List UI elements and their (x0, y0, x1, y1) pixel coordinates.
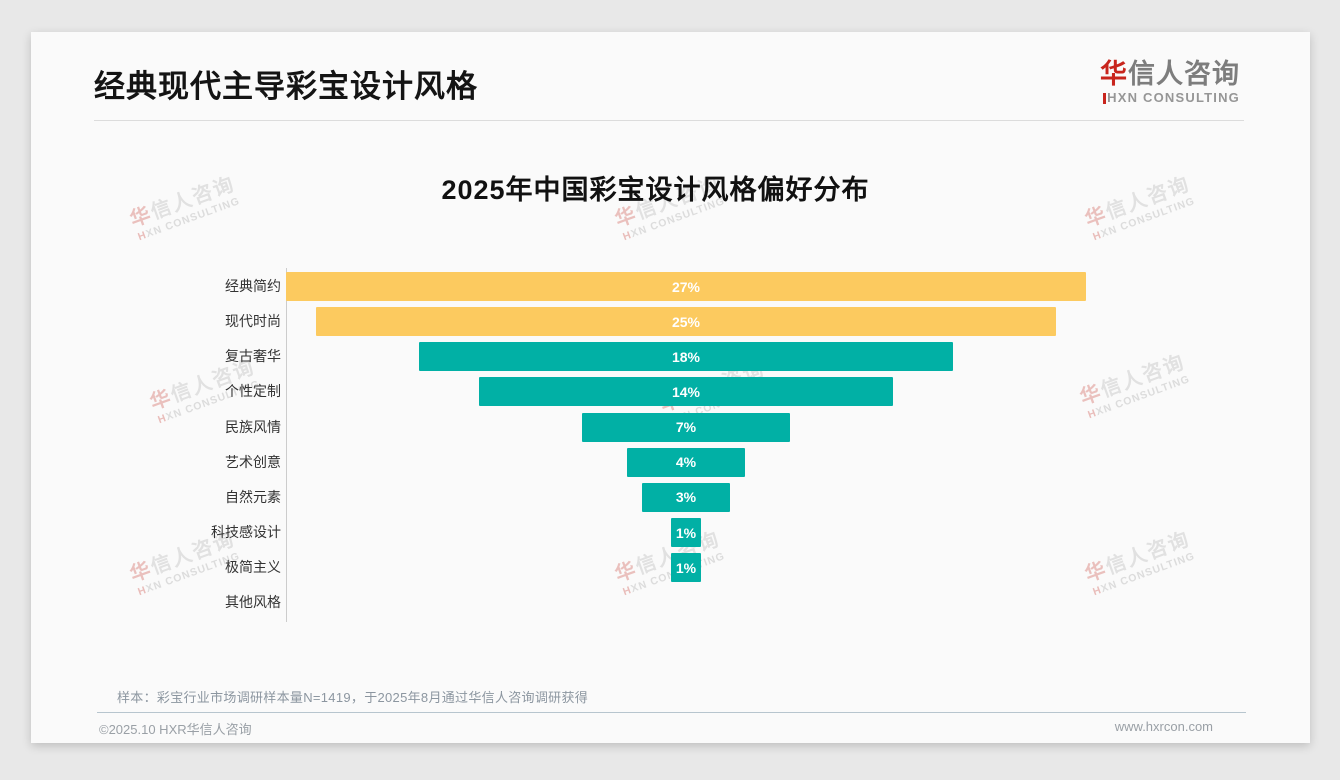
bar-value-label: 3% (675, 489, 697, 506)
chart-row: 极简主义 1% (76, 553, 1091, 583)
funnel-bar: 1% (671, 518, 701, 548)
funnel-chart: 经典简约 27% 现代时尚 25% 复古奢华 18% 个性定制 14% 民族风情 7% 艺术创意 4%… (76, 268, 1091, 628)
bar-value-label: 27% (671, 278, 701, 295)
watermark-en-text: HXN CONSULTING (1086, 373, 1192, 422)
company-logo: 华信人咨询 HXN CONSULTING (1100, 58, 1240, 106)
footer-divider (97, 712, 1246, 713)
category-label: 现代时尚 (225, 313, 281, 330)
bar-value-label: 18% (671, 348, 700, 365)
category-label: 个性定制 (225, 383, 281, 400)
category-label: 科技感设计 (211, 524, 281, 541)
category-label: 艺术创意 (225, 453, 281, 470)
funnel-bar: 3% (641, 482, 731, 512)
chart-row: 复古奢华 18% (76, 342, 1091, 372)
logo-cn-rest: 信人咨询 (1128, 59, 1240, 89)
logo-accent-char: 华 (1100, 59, 1128, 89)
page-title: 经典现代主导彩宝设计风格 (94, 69, 478, 104)
funnel-bar: 1% (671, 553, 701, 583)
funnel-bar: 14% (478, 377, 894, 407)
copyright-text: ©2025.10 HXR华信人咨询 (99, 722, 252, 737)
category-label: 极简主义 (225, 559, 281, 576)
chart-row: 现代时尚 25% (76, 307, 1091, 337)
funnel-bar: 25% (315, 307, 1057, 337)
chart-row: 经典简约 27% (76, 272, 1091, 301)
footer: ©2025.10 HXR华信人咨询 www.hxrcon.com (99, 719, 1213, 738)
category-label: 复古奢华 (225, 348, 281, 365)
watermark-cn-text: 华信人咨询 (1077, 351, 1189, 410)
bar-value-label: 1% (675, 559, 697, 576)
bar-value-label: 1% (675, 524, 697, 541)
logo-en-label: HXN CONSULTING (1107, 90, 1240, 105)
bar-value-label: 14% (671, 383, 700, 400)
chart-row: 科技感设计 1% (76, 518, 1091, 548)
logo-red-mark (1103, 92, 1107, 104)
category-label: 民族风情 (225, 418, 281, 435)
chart-row: 民族风情 7% (76, 412, 1091, 442)
chart-row: 个性定制 14% (76, 377, 1091, 407)
logo-cn-text: 华信人咨询 (1100, 58, 1240, 90)
chart-row: 艺术创意 4% (76, 447, 1091, 477)
category-label: 其他风格 (225, 594, 281, 611)
sample-note: 样本：彩宝行业市场调研样本量N=1419，于2025年8月通过华信人咨询调研获得 (117, 690, 589, 705)
funnel-bar: 4% (626, 447, 746, 477)
category-label: 自然元素 (225, 488, 281, 505)
watermark-cn-text: 华信人咨询 (1082, 528, 1194, 587)
slide-card: 华信人咨询 HXN CONSULTING 华信人咨询 HXN CONSULTING 华信… (31, 32, 1310, 743)
bar-value-label: 4% (675, 454, 697, 471)
logo-en-text: HXN CONSULTING (1100, 90, 1240, 106)
header-divider (94, 120, 1244, 121)
chart-title: 2025年中国彩宝设计风格偏好分布 (441, 175, 870, 205)
funnel-bar: 18% (419, 342, 953, 372)
bar-value-label: 7% (675, 419, 697, 436)
website-url: www.hxrcon.com (1114, 719, 1213, 734)
chart-row: 自然元素 3% (76, 482, 1091, 512)
chart-row: 其他风格 (76, 588, 1091, 617)
watermark-en-text: HXN CONSULTING (1091, 550, 1197, 599)
bar-value-label: 25% (671, 313, 700, 330)
funnel-bar: 7% (582, 412, 790, 442)
y-axis-line (286, 268, 287, 622)
category-label: 经典简约 (225, 278, 281, 294)
funnel-bar: 27% (286, 272, 1086, 301)
